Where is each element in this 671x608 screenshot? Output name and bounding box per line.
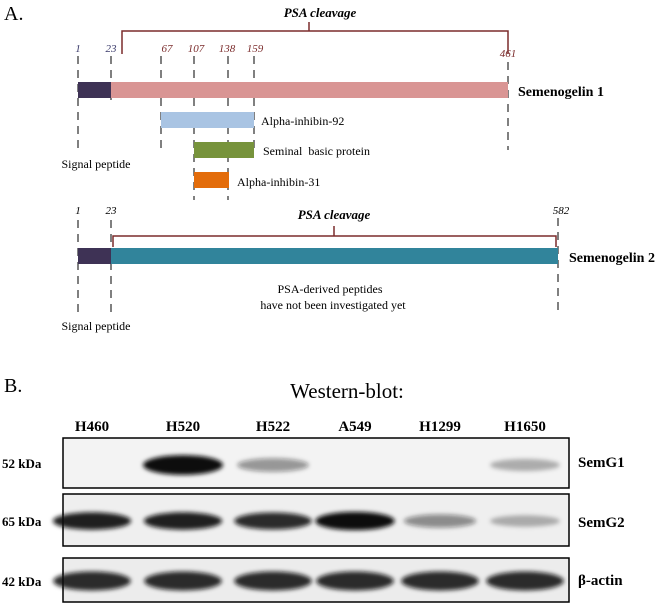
sg1-pos-138: 138 <box>219 43 236 55</box>
band-actin-h460 <box>53 571 131 591</box>
sg1-positions: 1 23 67 107 138 159 461 <box>75 43 516 60</box>
peptide-alpha-inhibin-92-label: Alpha-inhibin-92 <box>261 114 344 128</box>
peptide-alpha-inhibin-31-label: Alpha-inhibin-31 <box>237 175 320 189</box>
lane-label-h1650: H1650 <box>504 419 546 435</box>
band-actin-h522 <box>234 571 312 591</box>
row-kda-semg2: 65 kDa <box>2 514 42 529</box>
lane-label-h520: H520 <box>166 419 200 435</box>
band-semg2-h520 <box>143 512 223 530</box>
sg1-name: Semenogelin 1 <box>518 85 604 100</box>
peptide-alpha-inhibin-92-bar <box>161 112 254 128</box>
band-semg2-h460 <box>52 512 132 530</box>
sg2-positions: 1 23 582 <box>75 205 570 217</box>
sg1-cleavage-label: PSA cleavage <box>284 5 357 20</box>
lane-label-a549: A549 <box>338 419 371 435</box>
sg1-pos-23: 23 <box>106 43 118 55</box>
sg1-pos-67: 67 <box>162 43 174 55</box>
band-semg1-h1650 <box>490 458 560 472</box>
panel-b-label: B. <box>4 375 22 397</box>
lane-label-h522: H522 <box>256 419 290 435</box>
blot-title: Western-blot: <box>290 379 404 403</box>
lane-label-h460: H460 <box>75 419 109 435</box>
sg2-note-line2: have not been investigated yet <box>260 298 406 312</box>
row-kda-actin: 42 kDa <box>2 574 42 589</box>
row-protein-actin: β-actin <box>578 573 623 589</box>
band-semg2-a549 <box>315 511 395 531</box>
band-actin-h1299 <box>401 571 479 591</box>
sg2-cleavage-bracket <box>112 226 557 247</box>
peptide-seminal-basic-protein-bar <box>194 142 254 158</box>
sg2-pos-582: 582 <box>553 205 570 217</box>
sg2-name: Semenogelin 2 <box>569 251 655 266</box>
band-actin-a549 <box>316 571 394 591</box>
band-semg2-h1299 <box>403 514 477 528</box>
band-actin-h520 <box>144 571 222 591</box>
sg1-pos-1: 1 <box>75 43 81 55</box>
sg1-pos-461: 461 <box>500 48 517 60</box>
peptide-seminal-basic-protein-label: Seminal basic protein <box>263 144 370 158</box>
row-protein-semg2: SemG2 <box>578 515 625 531</box>
row-kda-semg1: 52 kDa <box>2 456 42 471</box>
band-semg2-h522 <box>234 512 312 530</box>
sg1-signal-peptide-label: Signal peptide <box>62 157 131 171</box>
peptide-alpha-inhibin-31-bar <box>194 172 229 188</box>
sg2-signal-peptide-label: Signal peptide <box>62 319 131 333</box>
blot-bands <box>52 455 564 591</box>
sg2-body-bar <box>111 248 558 264</box>
lane-label-h1299: H1299 <box>419 419 461 435</box>
band-semg1-h522 <box>237 458 309 472</box>
sg2-pos-1: 1 <box>75 205 81 217</box>
band-semg1-h520 <box>143 455 223 475</box>
sg1-body-bar <box>111 82 508 98</box>
sg1-pos-107: 107 <box>188 43 205 55</box>
sg1-pos-159: 159 <box>247 43 264 55</box>
sg1-cleavage-bracket <box>121 22 509 54</box>
sg2-pos-23: 23 <box>106 205 118 217</box>
panel-a-label: A. <box>4 3 23 25</box>
band-actin-h1650 <box>486 571 564 591</box>
lane-labels: H460 H520 H522 A549 H1299 H1650 <box>75 419 546 435</box>
sg2-signal-peptide-bar <box>78 248 111 264</box>
sg1-signal-peptide-bar <box>78 82 111 98</box>
sg2-tick-lines <box>77 218 559 315</box>
row-protein-semg1: SemG1 <box>578 455 625 471</box>
sg2-note-line1: PSA-derived peptides <box>278 282 383 296</box>
band-semg2-h1650 <box>490 515 560 527</box>
sg2-cleavage-label: PSA cleavage <box>298 207 371 222</box>
